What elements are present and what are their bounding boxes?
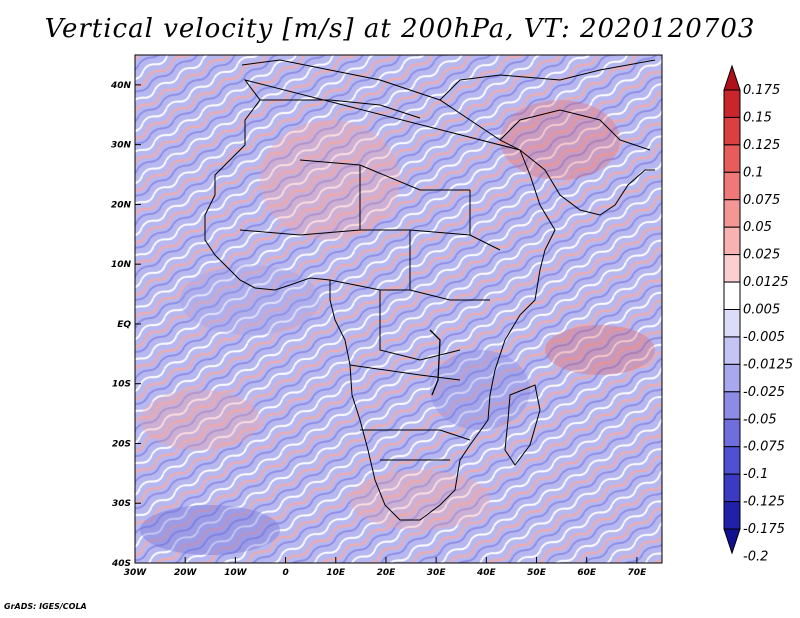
lat-label: 40N: [110, 81, 132, 91]
lon-label: 0: [282, 568, 288, 578]
colorbar-swatch: [723, 418, 741, 448]
lon-label: 20W: [174, 568, 198, 578]
colorbar-swatch: [723, 226, 741, 256]
lat-label: 40S: [111, 559, 131, 569]
lon-label: 20E: [377, 568, 397, 578]
colorbar-swatch: [723, 199, 741, 228]
colorbar-swatch: [723, 446, 741, 475]
colorbar-swatch: [723, 336, 741, 365]
colorbar-swatch: [723, 281, 741, 310]
colorbar-label: 0.075: [743, 193, 780, 208]
lon-label: 10W: [224, 568, 248, 578]
colorbar-swatch: [723, 363, 741, 393]
colorbar-label: -0.075: [743, 440, 785, 455]
lat-label: 30S: [112, 499, 131, 509]
colorbar-label: -0.05: [743, 412, 777, 427]
lon-label: 40E: [476, 568, 497, 578]
colorbar-label: 0.005: [743, 303, 780, 318]
colorbar-label: -0.005: [743, 330, 785, 345]
colorbar-swatch: [723, 171, 741, 201]
colorbar-swatch: [723, 116, 741, 146]
map-frame: [134, 54, 663, 564]
chart-title: Vertical velocity [m/s] at 200hPa, VT: 2…: [44, 14, 756, 44]
lon-label: 30E: [427, 568, 447, 578]
colorbar-max-triangle: [723, 64, 741, 91]
colorbar-swatch: [723, 144, 741, 173]
lat-label: 30N: [111, 141, 132, 151]
lat-label: 20N: [111, 200, 132, 210]
colorbar-swatch: [723, 254, 741, 283]
lon-label: 60E: [577, 568, 597, 578]
colorbar-label: -0.175: [743, 522, 785, 537]
colorbar-label: -0.0125: [743, 357, 793, 372]
colorbar-label: 0.05: [743, 220, 772, 235]
colorbar-label: -0.1: [743, 467, 768, 482]
colorbar-label: -0.2: [743, 549, 768, 564]
colorbar-swatch: [723, 501, 741, 530]
colorbar-label: 0.125: [743, 138, 780, 153]
colorbar-swatch: [723, 473, 741, 503]
colorbar-swatch: [723, 89, 741, 118]
grads-credit: GrADS: IGES/COLA: [4, 602, 87, 611]
lon-label: 50E: [527, 568, 547, 578]
lat-label: 10S: [112, 380, 131, 390]
lat-label: EQ: [117, 320, 131, 330]
coastlines: [204, 59, 656, 521]
lat-label: 10N: [111, 260, 132, 270]
colorbar: 0.175 0.15 0.125 0.1 0.075 0.05 0.025 0.0125 0.0…: [723, 64, 793, 564]
colorbar-swatch: [723, 391, 741, 420]
colorbar-label: 0.025: [743, 248, 780, 263]
colorbar-label: 0.0125: [743, 275, 789, 290]
lon-label: 70E: [628, 568, 648, 578]
lat-label: 20S: [112, 439, 131, 449]
colorbar-swatch: [723, 309, 741, 338]
lon-label: 10E: [326, 568, 346, 578]
colorbar-label: -0.125: [743, 495, 785, 510]
velocity-field: [135, 55, 662, 563]
colorbar-label: 0.15: [743, 110, 772, 125]
colorbar-label: 0.1: [743, 165, 764, 180]
lon-label: 30W: [124, 568, 148, 578]
colorbar-label: -0.025: [743, 385, 785, 400]
colorbar-min-triangle: [723, 528, 741, 555]
colorbar-label: 0.175: [743, 83, 780, 98]
